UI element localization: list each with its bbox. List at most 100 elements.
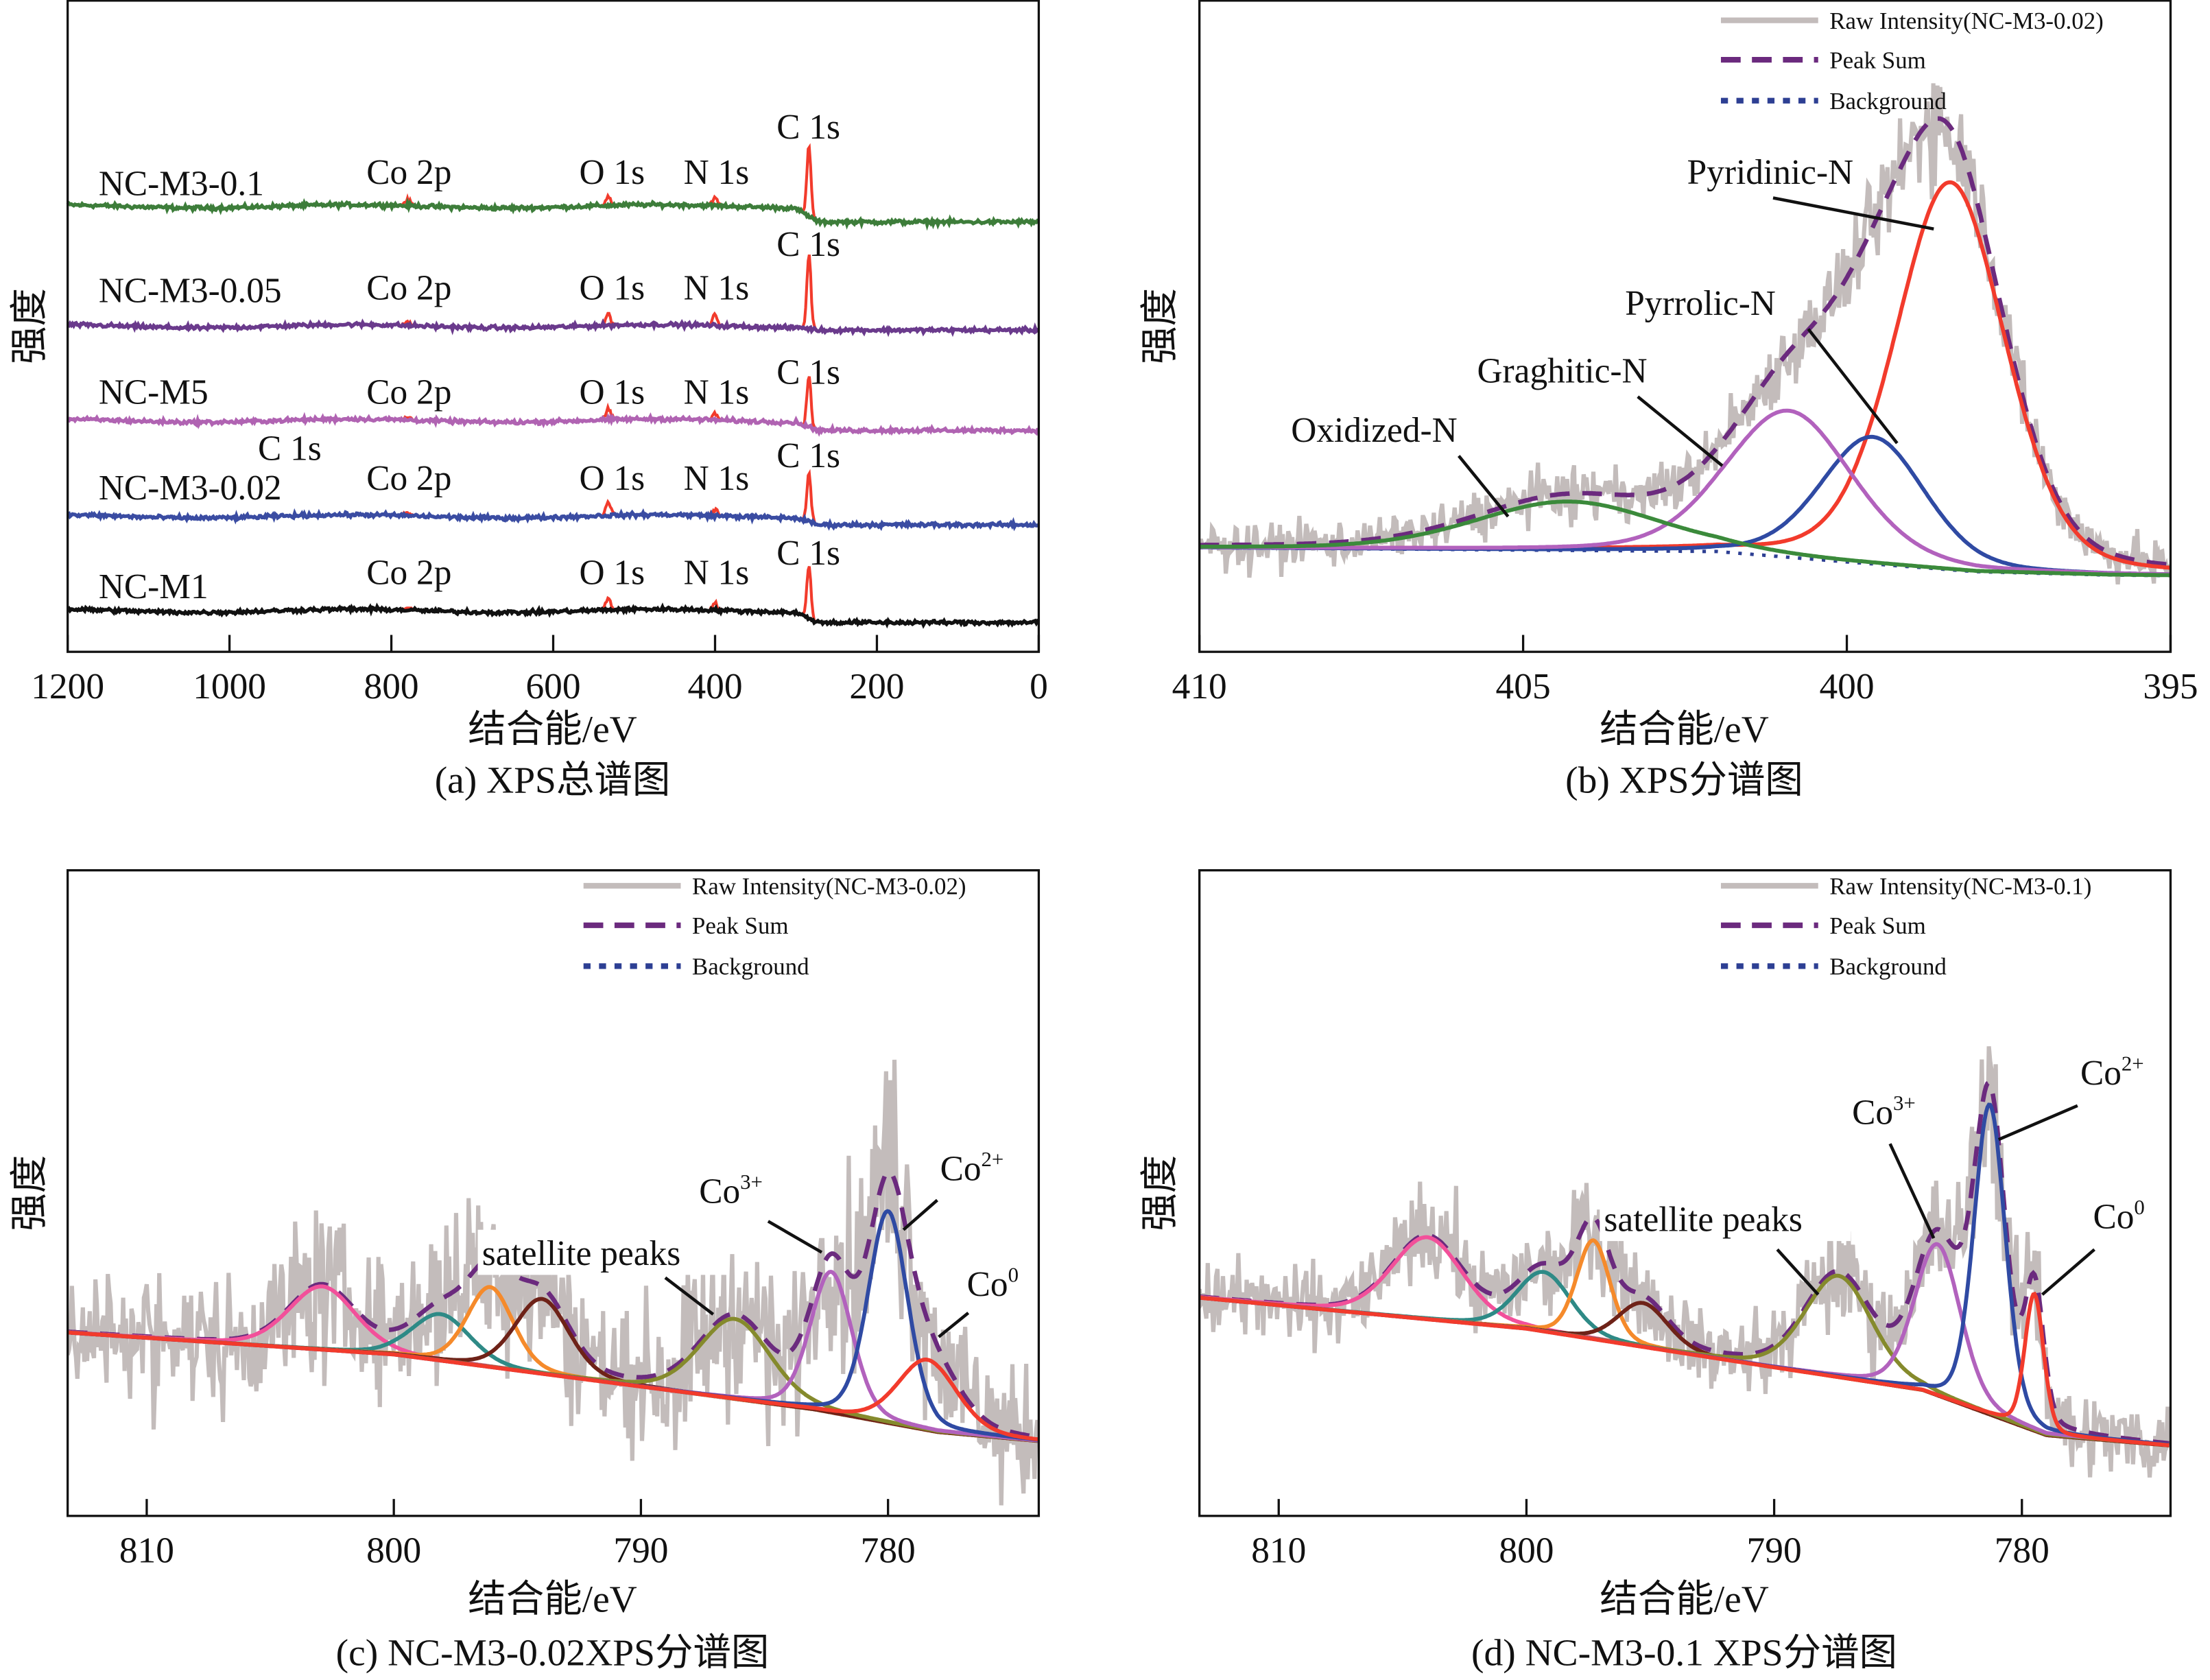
peak-label: N 1s [684,153,750,192]
x-tick-label: 800 [1499,1530,1554,1571]
peak-labels-row: Co 2p O 1s N 1s C 1s [366,108,840,192]
peak-label: N 1s [684,459,750,498]
peak-labels-row: Co 2p O 1s N 1s C 1s [366,353,840,412]
x-tick-label: 800 [364,665,419,707]
peak-label: C 1s [776,353,840,392]
x-tick-label: 395 [2143,665,2198,707]
raw-intensity-line [1199,1046,2171,1478]
x-ticks: 1200 1000 800 600 400 200 0 [31,635,1048,707]
pointer-line [1776,1248,1820,1296]
label-backdrop [477,1229,729,1275]
pointer-line [1997,1104,2078,1141]
peak-label: C 1s [776,225,840,264]
x-tick-label: 810 [1251,1530,1306,1571]
legend-entry: Raw Intensity(NC-M3-0.02) [1829,8,2104,34]
peak-label: O 1s [580,268,645,307]
plot-area [67,1059,1039,1506]
legend: Raw Intensity(NC-M3-0.02) Peak Sum Backg… [583,873,966,980]
peak-label: C 1s [776,436,840,475]
pointer-line [1637,395,1724,467]
survey-trace-NC-M5 [67,412,1040,437]
y-axis-label: 强度 [1140,1155,1182,1231]
survey-trace-NC-M3-0.1 [66,197,1040,231]
x-axis-label: 结合能/eV [468,709,637,751]
peak-label: C 1s [776,108,840,147]
x-tick-label: 410 [1172,665,1227,707]
legend-entry: Raw Intensity(NC-M3-0.1) [1829,873,2091,900]
survey-trace-NC-M3-0.05 [67,318,1040,338]
peak-labels-row: Co 2p O 1s N 1s C 1s C 1s [258,429,840,498]
x-tick-label: 400 [1819,665,1874,707]
sample-label: NC-M3-0.02 [99,469,282,508]
peak-label-oxidized: Oxidized-N [1291,411,1457,450]
x-ticks: 810 800 790 780 [1251,1499,2049,1571]
plot-area [1199,83,2171,584]
panel-caption: (a) XPS总谱图 [435,760,671,802]
pointer-line [1458,455,1510,518]
sample-label: NC-M1 [99,567,209,606]
x-tick-label: 780 [1995,1530,2049,1571]
x-tick-label: 800 [366,1530,421,1571]
peak-labels-row: Co 2p O 1s N 1s C 1s [366,534,840,593]
peak-label-co0: Co0 [967,1264,1019,1305]
pointer-line [902,1198,938,1231]
component-peak-graghitic-n [1199,408,2171,577]
peak-label-co3: Co3+ [1852,1091,1916,1133]
peak-label: Co 2p [366,153,451,192]
series-group [1199,1046,2171,1478]
y-axis-label: 强度 [10,1155,51,1231]
plot-frame [66,869,1041,1517]
x-tick-label: 200 [849,665,904,707]
x-tick-label: 405 [1496,665,1551,707]
peak-label: C 1s [776,534,840,573]
component-peak-oxidized-n [1199,499,2171,578]
x-tick-label: 780 [861,1530,916,1571]
legend: Raw Intensity(NC-M3-0.02) Peak Sum Backg… [1720,8,2104,115]
pointer-line [1772,196,1934,230]
peak-label: O 1s [580,153,645,192]
label-backdrop [936,1144,1021,1190]
peak-labels-row: Co 2p O 1s N 1s C 1s [366,225,840,308]
panel-caption: (c) NC-M3-0.02XPS分谱图 [336,1633,770,1675]
panel-caption: (d) NC-M3-0.1 XPS分谱图 [1471,1633,1897,1675]
component-peak-co0 [1199,1291,2170,1447]
plot-area [1199,1046,2171,1478]
plot-frame [1198,0,2172,653]
peak-sum-line [1199,116,2171,567]
x-tick-label: 790 [1747,1530,1802,1571]
panel-a-survey: 1200 1000 800 600 400 200 0 NC-M3-0.1 NC-M3-0.… [10,0,1048,802]
survey-trace-NC-M3-0.02 [67,508,1040,532]
peak-label: Co 2p [366,554,451,593]
pointer-line [938,1312,970,1338]
sample-label: NC-M3-0.1 [99,164,264,203]
pointer-line [1888,1143,1936,1239]
legend-entry: Peak Sum [692,912,789,939]
peak-label: C 1s [258,429,322,469]
peak-label-pyridinic: Pyridinic-N [1687,153,1854,192]
label-backdrop [962,1259,1036,1305]
peak-label: N 1s [684,554,750,593]
x-tick-label: 600 [525,665,580,707]
panel-caption: (b) XPS分谱图 [1565,760,1803,802]
x-axis-label: 结合能/eV [1600,1579,1769,1621]
legend-entry: Raw Intensity(NC-M3-0.02) [692,873,966,900]
legend-entry: Background [692,954,809,980]
component-peak-co0 [67,1330,1039,1442]
legend-entry: Background [1829,954,1947,980]
satellite-peaks-label: satellite peaks [1604,1200,1803,1240]
peak-label: O 1s [580,373,645,412]
survey-peak-trace [67,566,1040,628]
sample-label: NC-M3-0.05 [99,272,282,311]
x-tick-label: 790 [613,1530,668,1571]
sample-label: NC-M5 [99,373,209,412]
peak-label-co3: Co3+ [699,1170,763,1211]
peak-label: N 1s [684,373,750,412]
peak-label: Co 2p [366,373,451,412]
label-backdrop [2076,1048,2164,1093]
plot-frame [1198,869,2172,1517]
x-tick-label: 810 [119,1530,174,1571]
label-backdrop [1847,1087,1927,1133]
raw-intensity-line [67,1059,1039,1506]
label-backdrop [695,1165,774,1210]
